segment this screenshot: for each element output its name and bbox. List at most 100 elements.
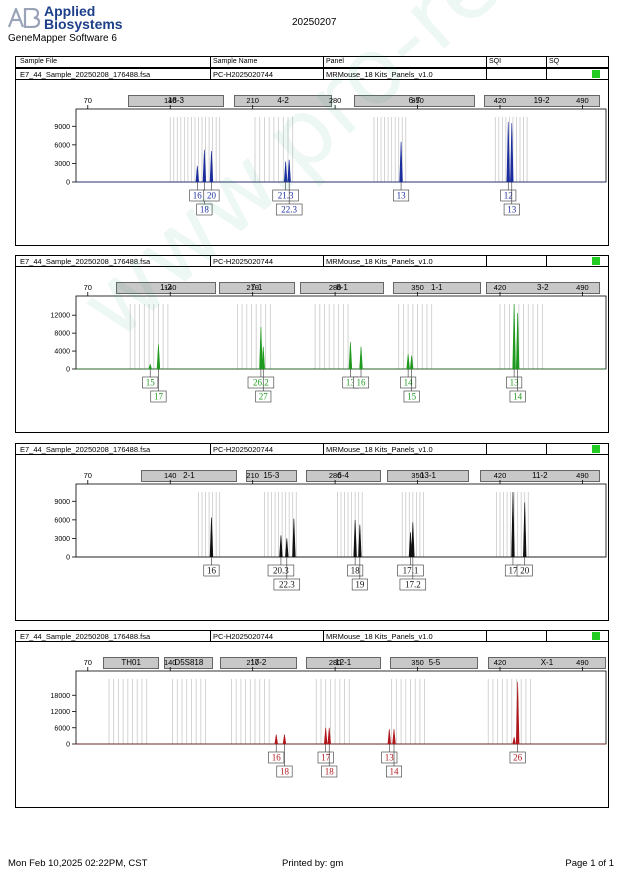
allele-call-label: 27 bbox=[259, 392, 269, 402]
sizing-quality-indicator bbox=[592, 632, 600, 640]
column-divider bbox=[546, 444, 547, 454]
sample-name: PC-H2025020744 bbox=[213, 70, 274, 79]
y-tick-label: 3000 bbox=[54, 161, 70, 168]
locus-marker-bar[interactable]: 4-2 bbox=[233, 95, 333, 107]
locus-marker-bar[interactable]: 8-1 bbox=[299, 282, 385, 294]
locus-marker-bar[interactable]: 1-2 bbox=[116, 282, 216, 294]
sizing-quality-indicator bbox=[592, 445, 600, 453]
column-divider bbox=[323, 69, 324, 79]
trace-peak bbox=[292, 518, 296, 558]
panel-name: MRMouse_18 Kits_Panels_v1.0 bbox=[326, 445, 433, 454]
allele-call-box bbox=[500, 189, 517, 202]
locus-marker-bar[interactable]: 7-1 bbox=[218, 282, 295, 294]
column-divider bbox=[486, 444, 487, 454]
allele-call-label: 16 bbox=[272, 753, 282, 763]
allele-call-box bbox=[247, 376, 275, 389]
locus-marker-bar[interactable]: 13-1 bbox=[386, 470, 469, 482]
locus-marker-bar[interactable]: 2-1 bbox=[140, 470, 237, 482]
sample-name: PC-H2025020744 bbox=[213, 632, 274, 641]
trace-peak bbox=[274, 734, 278, 745]
locus-marker-bar[interactable]: 12-1 bbox=[305, 657, 381, 669]
x-tick-label: 350 bbox=[411, 471, 424, 480]
allele-call-label: 14 bbox=[404, 378, 414, 388]
allele-call-box bbox=[506, 376, 523, 389]
column-divider bbox=[210, 631, 211, 641]
locus-marker-bar[interactable]: 17-2 bbox=[219, 657, 298, 669]
locus-marker-bar[interactable]: 5-5 bbox=[390, 657, 479, 669]
col-sqi: SQI bbox=[489, 58, 502, 65]
allele-call-label: 16 bbox=[193, 191, 203, 201]
locus-marker-bar[interactable]: TH01 bbox=[103, 657, 160, 669]
y-tick-label: 3000 bbox=[54, 536, 70, 543]
trace-peak bbox=[209, 151, 214, 183]
allele-call-label: 14 bbox=[390, 767, 400, 777]
locus-marker-bar[interactable]: 11-2 bbox=[479, 470, 600, 482]
allele-call-label: 18 bbox=[325, 767, 335, 777]
allele-call-box bbox=[351, 578, 368, 591]
y-tick-label: 18000 bbox=[51, 693, 71, 700]
allele-call-box bbox=[203, 189, 220, 202]
x-tick-label: 140 bbox=[164, 471, 177, 480]
allele-call-box bbox=[142, 376, 159, 389]
column-divider bbox=[486, 57, 487, 67]
trace-peak bbox=[209, 517, 214, 558]
sample-info-row: E7_44_Sample_20250208_176488.fsa PC-H2025… bbox=[16, 444, 608, 455]
allele-call-label: 22.3 bbox=[279, 580, 295, 590]
trace-peak bbox=[195, 165, 200, 183]
x-tick-label: 140 bbox=[164, 658, 177, 667]
trace-peak bbox=[392, 729, 396, 745]
allele-call-label: 19 bbox=[355, 580, 365, 590]
allele-call-label: 18 bbox=[280, 767, 290, 777]
allele-call-label: 26.2 bbox=[253, 378, 269, 388]
allele-call-box bbox=[272, 189, 299, 202]
col-sample-file: Sample File bbox=[20, 58, 57, 65]
trace-peak bbox=[510, 123, 514, 183]
allele-call-label: 17.2 bbox=[405, 580, 421, 590]
allele-call-label: 20.3 bbox=[273, 566, 289, 576]
y-tick-label: 6000 bbox=[54, 142, 70, 149]
locus-marker-bar[interactable]: 19-2 bbox=[483, 95, 600, 107]
allele-call-box bbox=[347, 564, 364, 577]
allele-call-box bbox=[397, 564, 424, 577]
x-tick-label: 490 bbox=[576, 96, 589, 105]
trace-peak bbox=[148, 363, 152, 370]
x-tick-label: 70 bbox=[84, 283, 92, 292]
locus-marker-bar[interactable]: 18-3 bbox=[127, 95, 225, 107]
trace-peak bbox=[259, 326, 263, 370]
column-divider bbox=[486, 256, 487, 266]
column-divider bbox=[486, 631, 487, 641]
trace-peak bbox=[287, 159, 291, 183]
locus-marker-bar[interactable]: D5S818 bbox=[164, 657, 214, 669]
allele-call-box bbox=[353, 376, 370, 389]
column-divider bbox=[210, 57, 211, 67]
locus-marker-bar[interactable]: 15-3 bbox=[245, 470, 298, 482]
locus-marker-bar[interactable]: 6-7 bbox=[353, 95, 475, 107]
electropherogram-plot: 70 140 210 280 350 420 490 0 3000 6000 9000 16 20.3 2… bbox=[54, 471, 607, 591]
column-divider bbox=[210, 69, 211, 79]
column-divider bbox=[546, 69, 547, 79]
allele-call-label: 13 bbox=[510, 378, 519, 388]
allele-call-box bbox=[273, 578, 301, 591]
allele-call-label: 15 bbox=[407, 392, 417, 402]
col-sample-name: Sample Name bbox=[213, 58, 258, 65]
column-divider bbox=[546, 256, 547, 266]
locus-marker-bar[interactable]: X-1 bbox=[488, 657, 606, 669]
allele-call-label: 21.3 bbox=[278, 191, 294, 201]
locus-marker-bar[interactable]: 6-4 bbox=[305, 470, 381, 482]
y-tick-label: 12000 bbox=[51, 313, 71, 320]
allele-call-label: 18 bbox=[200, 205, 210, 215]
x-tick-label: 70 bbox=[84, 96, 92, 105]
locus-marker-bar[interactable]: 3-2 bbox=[485, 282, 600, 294]
allele-call-label: 16 bbox=[357, 378, 367, 388]
trace-peak bbox=[406, 354, 410, 370]
locus-marker-bar[interactable]: 1-1 bbox=[392, 282, 481, 294]
trace-peak bbox=[359, 346, 363, 370]
allele-call-box bbox=[399, 578, 427, 591]
allele-call-label: 17 bbox=[508, 566, 518, 576]
column-divider bbox=[323, 256, 324, 266]
allele-call-box bbox=[503, 203, 520, 216]
column-divider bbox=[323, 57, 324, 67]
column-divider bbox=[210, 256, 211, 266]
trace-peak bbox=[515, 681, 520, 745]
y-tick-label: 9000 bbox=[54, 499, 70, 506]
